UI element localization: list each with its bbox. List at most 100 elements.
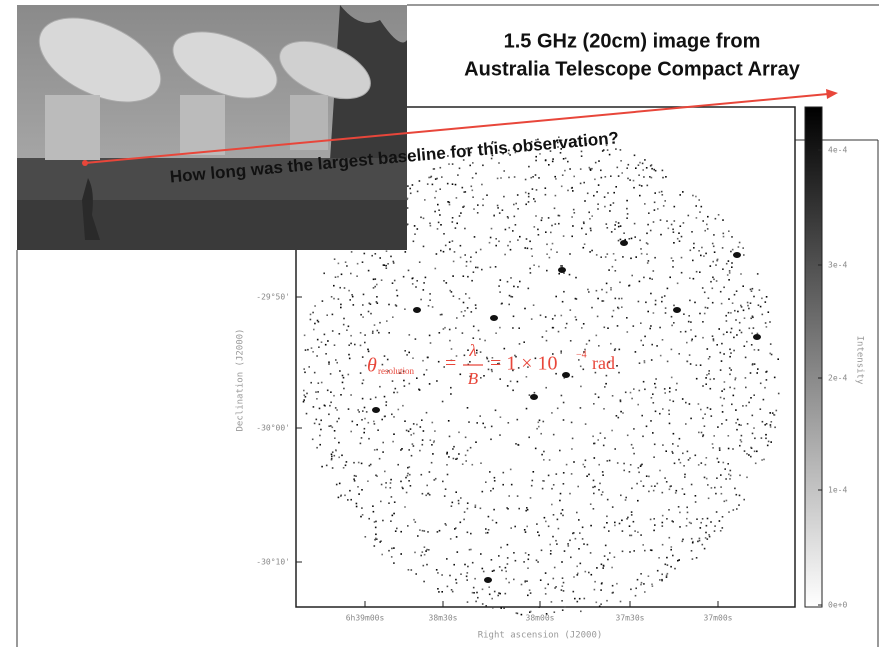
noise-dot [713, 278, 715, 281]
noise-dot [662, 176, 664, 179]
noise-dot [727, 260, 730, 262]
noise-dot [386, 358, 389, 361]
noise-dot [640, 480, 642, 482]
noise-dot [686, 506, 688, 509]
noise-dot [524, 178, 527, 181]
noise-dot [571, 216, 573, 218]
noise-dot [612, 309, 615, 312]
noise-dot [407, 466, 409, 469]
noise-dot [614, 521, 616, 524]
noise-dot [466, 507, 469, 510]
noise-dot [303, 334, 306, 337]
noise-dot [771, 412, 774, 414]
noise-dot [767, 440, 770, 443]
dish [38, 17, 162, 103]
noise-dot [605, 282, 608, 285]
noise-dot [516, 612, 519, 615]
noise-dot [391, 547, 393, 550]
noise-dot [609, 552, 611, 554]
noise-dot [471, 591, 474, 594]
noise-dot [721, 342, 723, 345]
noise-dot [385, 264, 387, 267]
noise-dot [750, 447, 753, 449]
noise-dot [358, 493, 360, 495]
noise-dot [739, 474, 741, 477]
noise-dot [340, 306, 342, 309]
noise-dot [588, 473, 590, 476]
noise-dot [751, 315, 754, 318]
noise-dot [770, 421, 773, 423]
noise-dot [444, 488, 447, 490]
noise-dot [530, 318, 533, 320]
noise-dot [486, 356, 488, 359]
noise-dot [359, 442, 362, 445]
noise-dot [472, 162, 474, 164]
noise-dot [695, 205, 697, 207]
noise-dot [455, 536, 458, 538]
noise-dot [504, 592, 507, 595]
noise-dot [564, 157, 567, 160]
noise-dot [558, 222, 560, 225]
noise-dot [374, 253, 377, 255]
noise-dot [597, 297, 599, 300]
noise-dot [416, 190, 419, 193]
noise-dot [469, 260, 472, 263]
noise-dot [404, 350, 406, 352]
noise-dot [414, 551, 416, 554]
noise-dot [629, 534, 631, 537]
noise-dot [371, 254, 373, 257]
noise-dot [454, 227, 457, 229]
noise-dot [547, 474, 550, 477]
colorbar-tick-label: 2e-4 [828, 374, 847, 383]
noise-dot [709, 265, 712, 267]
noise-dot [751, 332, 753, 335]
noise-dot [649, 549, 652, 551]
noise-dot [436, 380, 438, 382]
noise-dot [561, 265, 563, 267]
noise-dot [599, 482, 601, 485]
noise-dot [430, 461, 433, 464]
noise-dot [683, 465, 685, 467]
noise-dot [661, 578, 663, 581]
noise-dot [422, 564, 425, 567]
noise-dot [510, 483, 513, 486]
noise-dot [428, 471, 431, 473]
noise-dot [604, 176, 607, 178]
noise-dot [608, 459, 611, 462]
noise-dot [451, 501, 454, 504]
noise-dot [593, 403, 595, 405]
noise-dot [664, 392, 666, 394]
noise-dot [543, 480, 545, 482]
noise-dot [323, 404, 326, 407]
noise-dot [388, 303, 390, 306]
noise-dot [471, 463, 474, 466]
noise-dot [564, 606, 566, 608]
noise-dot [448, 163, 450, 165]
noise-dot [442, 480, 444, 483]
noise-dot [380, 500, 382, 503]
noise-dot [438, 209, 440, 211]
noise-dot [390, 556, 393, 558]
noise-dot [359, 332, 362, 334]
noise-dot [471, 279, 473, 282]
noise-dot [561, 174, 564, 176]
noise-dot [470, 151, 472, 154]
noise-dot [440, 249, 442, 252]
noise-dot [626, 207, 628, 210]
noise-dot [635, 587, 637, 590]
noise-dot [359, 344, 362, 347]
noise-dot [421, 419, 423, 421]
noise-dot [738, 329, 741, 332]
noise-dot [764, 301, 767, 303]
noise-dot [336, 409, 338, 411]
noise-dot [645, 167, 648, 169]
noise-dot [769, 343, 772, 345]
noise-dot [715, 492, 717, 495]
noise-dot [607, 327, 609, 329]
noise-dot [526, 247, 529, 250]
noise-dot [559, 499, 561, 502]
noise-dot [670, 315, 673, 318]
noise-dot [334, 437, 336, 439]
noise-dot [583, 181, 585, 184]
noise-dot [557, 330, 560, 333]
